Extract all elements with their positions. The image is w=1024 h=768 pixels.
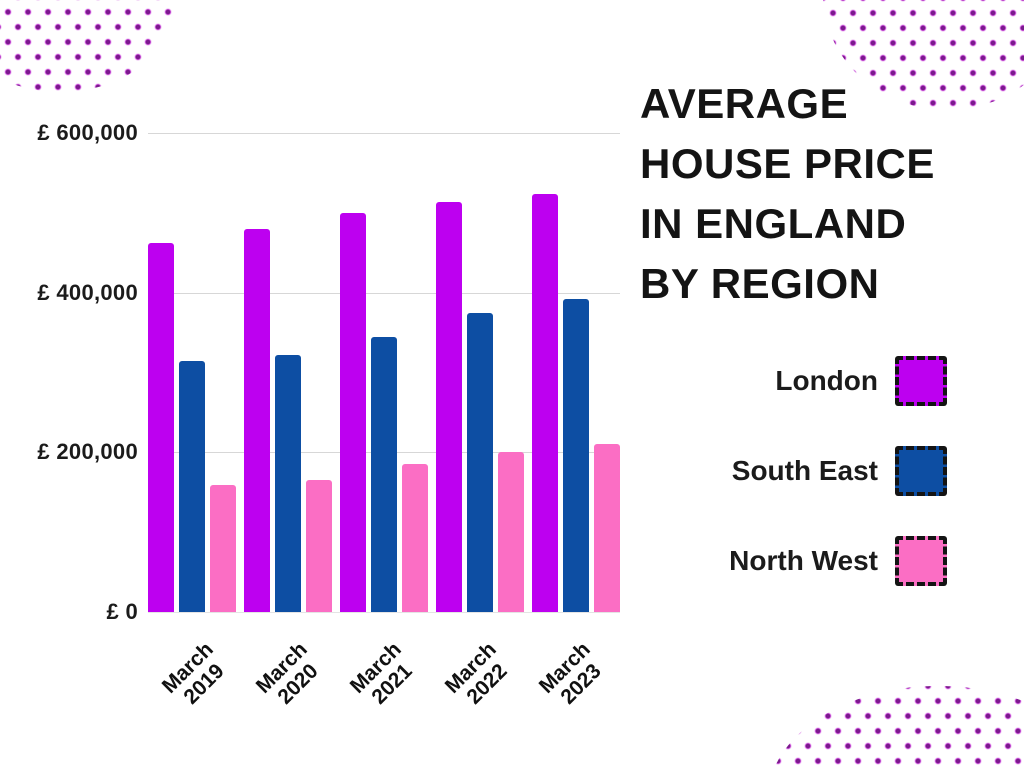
x-axis-label-cell-march-2020: March 2020 bbox=[242, 636, 337, 716]
bar-group-march-2023 bbox=[532, 133, 620, 612]
legend-label-south-east: South East bbox=[731, 455, 878, 486]
x-axis-label-march-2021: March 2021 bbox=[346, 637, 418, 709]
bar-group-march-2022 bbox=[436, 133, 524, 612]
x-axis-label-march-2019: March 2019 bbox=[157, 637, 229, 709]
chart-title-line-2: HOUSE PRICE bbox=[640, 140, 935, 187]
legend-label-north-west: North West bbox=[729, 545, 878, 576]
bar-south-east-march-2020 bbox=[275, 354, 301, 612]
x-axis-label-march-2020: March 2020 bbox=[251, 637, 323, 709]
legend-row-north-west: North West bbox=[600, 535, 947, 587]
legend-swatch-south-east bbox=[895, 446, 947, 496]
x-axis-label-cell-march-2019: March 2019 bbox=[148, 636, 243, 716]
bar-north-west-march-2020 bbox=[306, 480, 332, 612]
legend-swatch-north-west bbox=[895, 536, 947, 586]
bar-group-march-2020 bbox=[244, 133, 332, 612]
gridline-600000 bbox=[148, 133, 620, 134]
bar-london-march-2023 bbox=[532, 194, 558, 612]
gridline-0 bbox=[148, 612, 620, 613]
chart-title-line-1: AVERAGE bbox=[640, 80, 849, 127]
x-axis: March 2019 March 2020 March 2021 March 2022 Marc… bbox=[148, 636, 620, 716]
bar-north-west-march-2021 bbox=[402, 464, 428, 612]
bar-south-east-march-2022 bbox=[467, 312, 493, 612]
x-axis-label-cell-march-2022: March 2022 bbox=[431, 636, 526, 716]
chart-title-line-4: BY REGION bbox=[640, 260, 880, 307]
y-axis: £ 600,000 £ 400,000 £ 200,000 £ 0 bbox=[14, 120, 138, 624]
x-axis-label-march-2023: March 2023 bbox=[534, 637, 606, 709]
y-axis-tick-label--0: £ 0 bbox=[106, 599, 138, 624]
bar-london-march-2019 bbox=[148, 243, 174, 612]
x-axis-label-march-2022: March 2022 bbox=[440, 637, 512, 709]
bar-south-east-march-2019 bbox=[179, 360, 205, 612]
bar-south-east-march-2021 bbox=[371, 337, 397, 612]
legend-row-london: London bbox=[600, 355, 947, 407]
bar-north-west-march-2019 bbox=[210, 485, 236, 612]
bar-london-march-2021 bbox=[340, 212, 366, 612]
dot-pattern-decoration-bottom-right bbox=[768, 686, 1024, 768]
y-axis-tick-label--200-000: £ 200,000 bbox=[37, 439, 138, 465]
bar-north-west-march-2022 bbox=[498, 452, 524, 612]
chart-title-line-3: IN ENGLAND bbox=[640, 200, 907, 247]
bar-london-march-2022 bbox=[436, 201, 462, 612]
dot-pattern-decoration-top-left bbox=[0, 0, 173, 92]
x-axis-label-cell-march-2021: March 2021 bbox=[337, 636, 432, 716]
bar-group-march-2021 bbox=[340, 133, 428, 612]
bar-group-march-2019 bbox=[148, 133, 236, 612]
bar-chart-plot-area bbox=[148, 133, 620, 613]
y-axis-tick-label--400-000: £ 400,000 bbox=[37, 279, 138, 305]
bar-north-west-march-2023 bbox=[594, 443, 620, 612]
gridline-400000 bbox=[148, 292, 620, 294]
legend-label-london: London bbox=[775, 365, 878, 396]
legend-row-south-east: South East bbox=[600, 445, 947, 497]
bar-london-march-2020 bbox=[244, 228, 270, 612]
bar-south-east-march-2023 bbox=[563, 299, 589, 612]
x-axis-label-cell-march-2023: March 2023 bbox=[526, 636, 621, 716]
y-axis-tick-label--600-000: £ 600,000 bbox=[37, 120, 138, 145]
chart-title: AVERAGE HOUSE PRICE IN ENGLAND BY REGION bbox=[640, 74, 970, 314]
bar-groups bbox=[148, 133, 620, 612]
legend-swatch-london bbox=[895, 356, 947, 406]
